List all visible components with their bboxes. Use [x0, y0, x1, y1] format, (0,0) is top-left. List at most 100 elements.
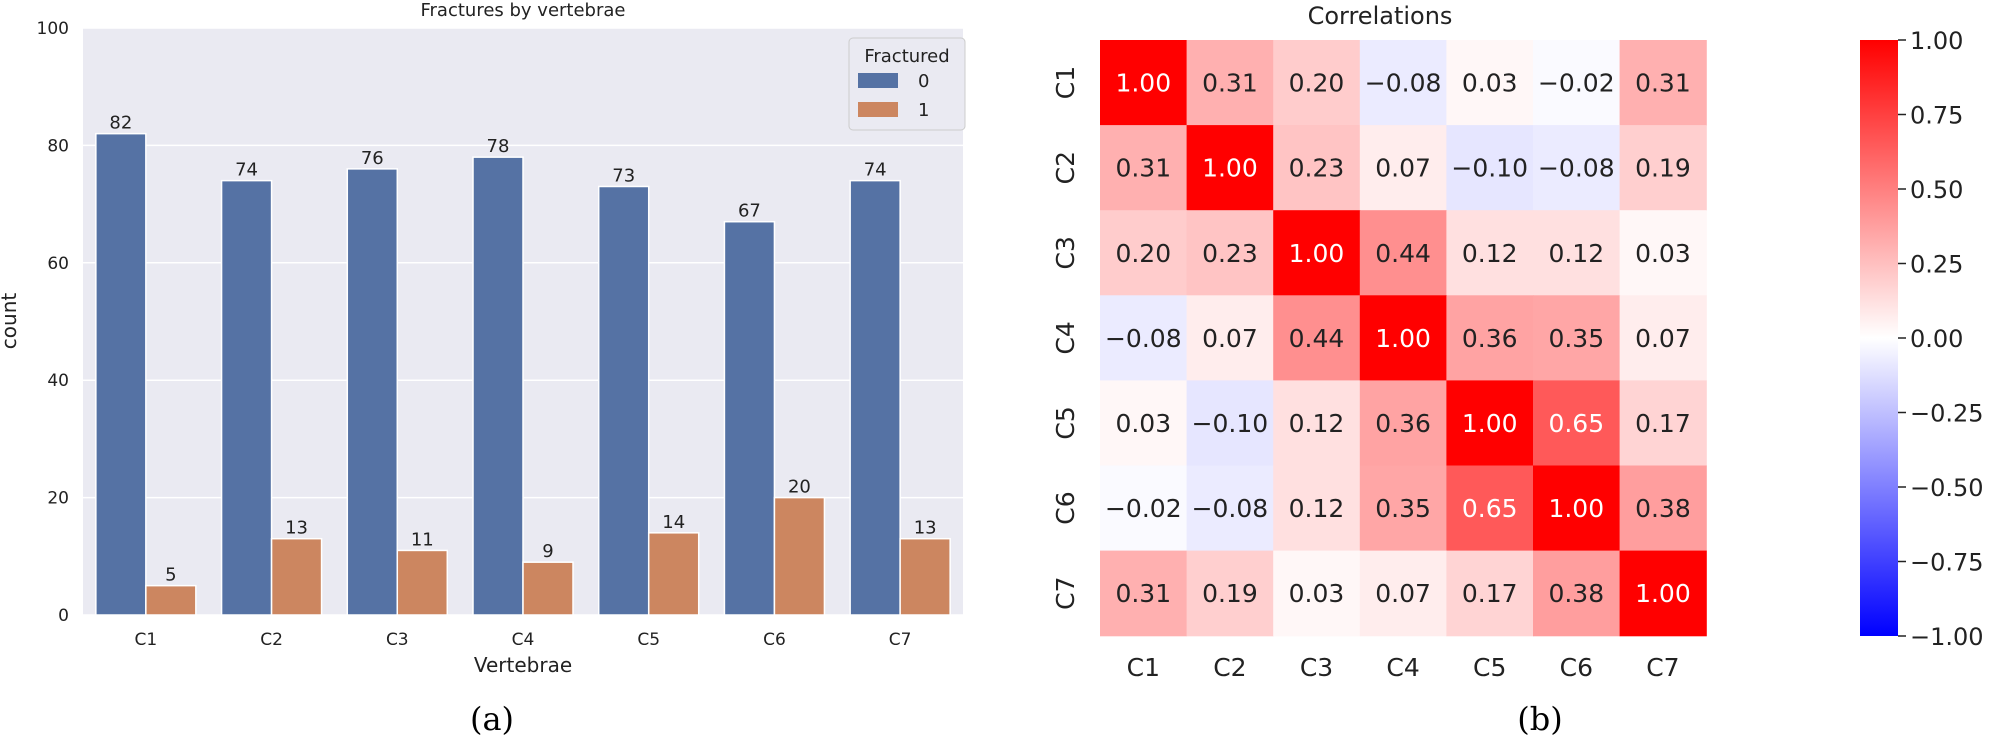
- heatmap-cell-label: 0.23: [1289, 154, 1345, 183]
- x-tick-label: C1: [135, 630, 158, 650]
- heatmap-cell-C1-C6: [1533, 40, 1621, 126]
- heatmap-cell-C2-C6: [1533, 125, 1621, 211]
- heatmap-cell-label: −0.02: [1105, 494, 1182, 523]
- row-label: C2: [1051, 151, 1080, 184]
- heatmap-cell-C1-C4: [1359, 40, 1447, 126]
- heatmap-cell-label: 0.38: [1635, 494, 1691, 523]
- heatmap-title: Correlations: [1308, 2, 1453, 30]
- heatmap-cell-C4-C5: [1446, 295, 1534, 381]
- heatmap-cell-label: −0.10: [1192, 409, 1269, 438]
- heatmap-cell-C6-C4: [1359, 465, 1447, 552]
- bar-value-labels: 82 5 74 13 76 11 78 9 73 14 67 20 74 13: [109, 113, 936, 586]
- heatmap-cell-label: −0.08: [1105, 324, 1182, 353]
- colorbar: [1860, 40, 1898, 636]
- heatmap-cell-labels: 1.00 0.31 0.20 −0.08 0.03 −0.02 0.31 0.31 1.00 0.…: [1105, 69, 1691, 609]
- bar-value-label: 13: [285, 518, 308, 539]
- heatmap-cell-label: 0.20: [1289, 69, 1345, 98]
- heatmap-cell-label: 0.20: [1115, 239, 1171, 268]
- heatmap-cell-label: 1.00: [1289, 239, 1345, 268]
- heatmap-cell-C3-C4: [1359, 210, 1447, 296]
- heatmap-cell-C2-C7: [1619, 125, 1707, 211]
- heatmap-cell-C6-C1: [1100, 465, 1188, 552]
- bar-value-label: 20: [788, 477, 811, 498]
- heatmap-cell-C1-C1: [1100, 40, 1188, 126]
- heatmap-cell-label: −0.08: [1192, 494, 1269, 523]
- legend: Fractured 0 1: [848, 37, 966, 131]
- row-label: C4: [1051, 321, 1080, 354]
- heatmap-cell-C5-C1: [1100, 380, 1188, 467]
- heatmap-cell-C7-C2: [1186, 550, 1274, 637]
- legend-label-1: 1: [918, 100, 929, 121]
- heatmap-cell-C4-C1: [1100, 295, 1188, 381]
- bar-C6-1: [773, 496, 826, 616]
- x-tick-label: C2: [260, 630, 283, 650]
- bar-C4-1: [522, 561, 574, 616]
- heatmap-cell-C1-C7: [1619, 40, 1707, 126]
- heatmap-cell-label: 1.00: [1548, 494, 1604, 523]
- y-axis-label: count: [0, 293, 21, 350]
- x-tick-label: C7: [889, 630, 912, 650]
- row-label: C7: [1051, 576, 1080, 609]
- bar-value-label: 14: [662, 512, 685, 533]
- heatmap-cell-C4-C4: [1359, 295, 1447, 381]
- heatmap-cell-label: 0.23: [1202, 239, 1258, 268]
- bar-value-label: 74: [864, 160, 887, 181]
- heatmap-cell-C6-C5: [1446, 465, 1534, 552]
- column-label: C1: [1127, 653, 1160, 682]
- heatmap-cell-C6-C3: [1273, 465, 1361, 552]
- bar-C6-0: [723, 220, 776, 616]
- heatmap-cell-label: 0.12: [1289, 494, 1345, 523]
- row-label: C5: [1051, 406, 1080, 439]
- column-labels: C1 C2 C3 C4 C5 C6 C7: [1127, 653, 1680, 682]
- y-tick-label: 40: [47, 371, 69, 391]
- heatmap-cell-label: −0.02: [1538, 69, 1615, 98]
- heatmap-cell-C1-C2: [1186, 40, 1274, 126]
- bar-value-label: 73: [612, 165, 635, 186]
- bar-chart-title: Fractures by vertebrae: [420, 0, 625, 21]
- heatmap-cell-C7-C4: [1359, 550, 1447, 637]
- bar-C2-0: [220, 179, 273, 616]
- colorbar-tick-label: −0.75: [1910, 549, 1984, 577]
- bar-value-label: 9: [542, 541, 553, 562]
- y-tick-label: 20: [47, 489, 69, 509]
- legend-label-0: 0: [918, 71, 929, 92]
- bar-value-label: 74: [235, 160, 258, 181]
- heatmap-cell-label: 0.65: [1548, 409, 1604, 438]
- heatmap-cell-C5-C6: [1533, 380, 1621, 467]
- y-tick-label: 60: [47, 254, 69, 274]
- heatmap-cell-label: 0.07: [1375, 579, 1431, 608]
- caption-b: (b): [1517, 700, 1563, 738]
- colorbar-tick-label: −1.00: [1910, 623, 1984, 651]
- heatmap-cell-C3-C2: [1186, 210, 1274, 296]
- heatmap-cell-label: 0.03: [1115, 409, 1171, 438]
- heatmap-cell-label: −0.08: [1538, 154, 1615, 183]
- bar-value-label: 76: [361, 148, 384, 169]
- bar-C5-0: [597, 185, 650, 616]
- heatmap-cell-C3-C5: [1446, 210, 1534, 296]
- bar-C1-0: [95, 132, 147, 616]
- heatmap-cell-label: 0.07: [1635, 324, 1691, 353]
- heatmap-cell-label: 0.36: [1375, 409, 1431, 438]
- column-label: C2: [1213, 653, 1246, 682]
- y-tick-labels: 0 20 40 60 80 100: [37, 19, 69, 626]
- heatmap-cells: [1100, 40, 1707, 637]
- bar-C4-0: [472, 156, 524, 616]
- heatmap-cell-C7-C3: [1273, 550, 1361, 637]
- heatmap-cell-label: 0.12: [1548, 239, 1604, 268]
- heatmap-cell-C1-C5: [1446, 40, 1534, 126]
- heatmap-cell-C4-C7: [1619, 295, 1707, 381]
- bar-value-label: 5: [165, 565, 176, 586]
- caption-a: (a): [469, 700, 515, 738]
- heatmap-cell-label: 0.31: [1115, 154, 1171, 183]
- heatmap-cell-label: 0.03: [1462, 69, 1518, 98]
- colorbar-tick-label: 1.00: [1910, 27, 1963, 55]
- heatmap-cell-label: −0.08: [1365, 69, 1442, 98]
- bar-C7-0: [849, 179, 901, 616]
- row-labels: C1 C2 C3 C4 C5 C6 C7: [1051, 66, 1080, 610]
- heatmap-cell-C4-C2: [1186, 295, 1274, 381]
- heatmap-cell-C4-C3: [1273, 295, 1361, 381]
- heatmap-cell-label: 0.36: [1462, 324, 1518, 353]
- x-tick-label: C3: [386, 630, 409, 650]
- x-tick-label: C5: [637, 630, 660, 650]
- bar-value-label: 78: [487, 136, 510, 157]
